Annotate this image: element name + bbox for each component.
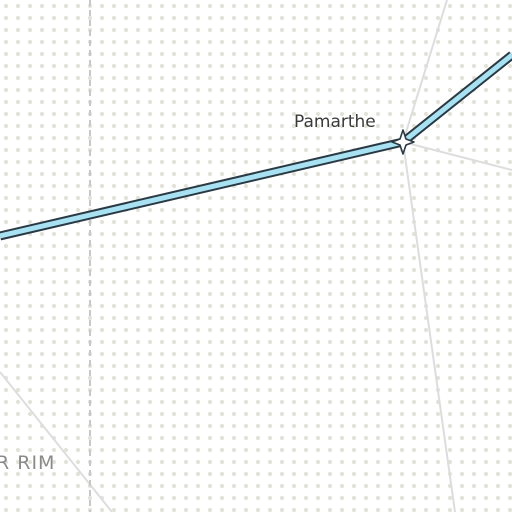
region-label: R RIM bbox=[0, 452, 55, 474]
place-label-pamarthe[interactable]: Pamarthe bbox=[294, 112, 376, 132]
